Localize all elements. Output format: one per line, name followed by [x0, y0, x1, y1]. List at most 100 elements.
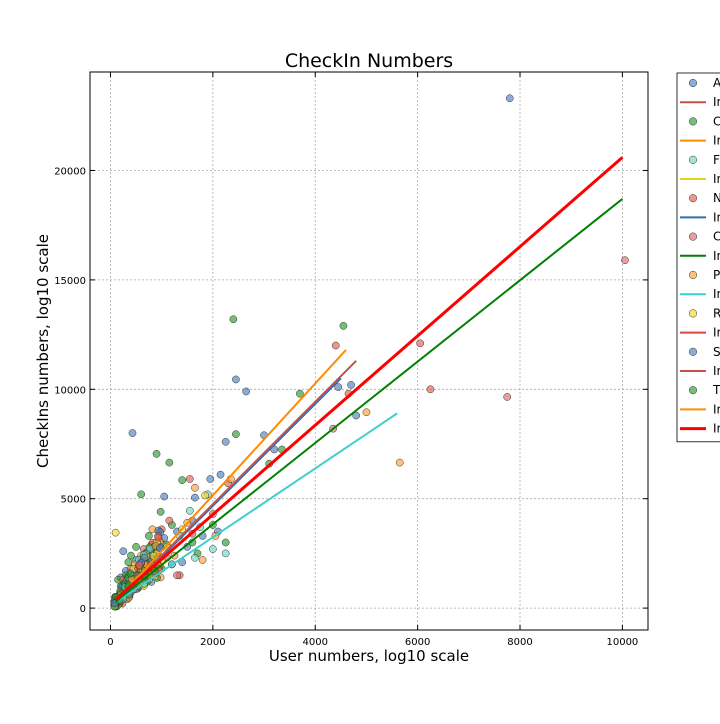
regression-line — [114, 198, 624, 603]
data-point — [362, 408, 371, 417]
grid-lines — [90, 72, 648, 630]
fit-lines — [114, 156, 624, 604]
data-point — [229, 315, 238, 324]
x-tick-label: 10000 — [606, 637, 638, 648]
legend-label: C — [713, 230, 720, 244]
legend-label: In — [713, 422, 720, 436]
data-point — [416, 339, 425, 348]
y-tick-label: 5000 — [61, 495, 86, 506]
legend-label: T — [712, 383, 720, 397]
legend-box — [676, 72, 720, 443]
legend-label: In — [713, 172, 720, 186]
legend-marker — [688, 194, 698, 203]
data-point — [221, 437, 230, 446]
legend-marker — [688, 347, 698, 356]
data-point — [201, 491, 210, 500]
data-point — [173, 571, 181, 580]
y-tick-label: 20000 — [54, 166, 86, 177]
data-point — [232, 430, 240, 439]
data-point — [191, 553, 199, 562]
legend-label: C — [713, 114, 720, 128]
axis-ticks: 0 2000 4000 6000 8000 10000 0 5000 10000 15000 200… — [54, 72, 648, 648]
regression-line — [114, 156, 624, 601]
data-point — [119, 547, 128, 556]
legend-marker — [688, 155, 698, 164]
data-point — [221, 538, 230, 547]
data-point — [395, 458, 404, 467]
legend-label: In — [713, 249, 720, 263]
x-tick-label: 6000 — [405, 637, 430, 648]
data-point — [135, 561, 144, 569]
x-axis-label: User numbers, log10 scale — [269, 647, 469, 665]
data-point — [232, 375, 240, 384]
data-point — [209, 545, 217, 553]
legend-label: S — [713, 345, 720, 359]
x-tick-label: 4000 — [303, 637, 328, 648]
data-point — [145, 532, 153, 540]
scatter-points — [110, 94, 629, 611]
legend: A In C In Fo In N In C In P In R In S In T In In — [676, 72, 720, 443]
regression-line — [114, 349, 347, 603]
data-point — [503, 393, 512, 401]
data-point — [198, 556, 207, 564]
data-point — [242, 387, 250, 396]
x-tick-label: 0 — [107, 637, 113, 648]
data-point — [331, 341, 340, 350]
data-point — [124, 558, 133, 567]
y-tick-label: 0 — [80, 604, 86, 615]
data-point — [505, 94, 514, 103]
data-point — [111, 528, 120, 537]
data-point — [621, 256, 629, 265]
data-point — [126, 569, 135, 578]
data-point — [185, 506, 194, 515]
regression-line — [114, 360, 357, 603]
legend-label: In — [713, 364, 720, 378]
legend-marker — [688, 270, 698, 280]
data-point — [152, 449, 161, 458]
data-point — [191, 483, 199, 492]
legend-marker — [688, 309, 698, 318]
data-point — [127, 551, 135, 560]
legend-label: In — [713, 210, 720, 224]
legend-label: In — [713, 134, 720, 148]
data-point — [156, 507, 165, 516]
data-point — [185, 475, 194, 483]
regression-line — [115, 412, 398, 604]
chart-title: CheckIn Numbers — [285, 50, 453, 72]
legend-marker — [688, 78, 698, 88]
y-tick-label: 10000 — [54, 385, 86, 396]
data-point — [339, 321, 348, 330]
data-point — [165, 516, 174, 525]
data-point — [178, 476, 186, 484]
legend-label: Fo — [713, 153, 720, 167]
legend-label: N — [713, 191, 720, 205]
data-point — [154, 533, 163, 542]
data-point — [296, 389, 304, 398]
legend-label: In — [713, 326, 720, 340]
legend-label: R — [713, 306, 720, 320]
data-point — [206, 475, 215, 483]
data-point — [426, 385, 435, 394]
data-point — [132, 542, 140, 551]
legend-label: P — [713, 268, 720, 282]
legend-marker — [688, 117, 698, 126]
data-point — [216, 470, 225, 479]
legend-label: In — [713, 287, 720, 301]
data-point — [160, 492, 169, 501]
legend-marker — [688, 232, 698, 241]
legend-label: In — [713, 402, 720, 416]
legend-marker — [688, 386, 698, 395]
x-tick-label: 2000 — [200, 637, 225, 648]
data-point — [221, 549, 230, 558]
y-tick-label: 15000 — [54, 276, 86, 287]
data-point — [334, 383, 343, 391]
data-point — [191, 493, 199, 502]
data-point — [347, 381, 355, 389]
legend-label: A — [713, 76, 720, 90]
x-tick-label: 8000 — [507, 637, 532, 648]
data-point — [352, 411, 361, 420]
data-point — [137, 490, 146, 499]
legend-label: In — [713, 95, 720, 109]
y-axis-label: CheckIns numbers, log10 scale — [34, 234, 52, 468]
